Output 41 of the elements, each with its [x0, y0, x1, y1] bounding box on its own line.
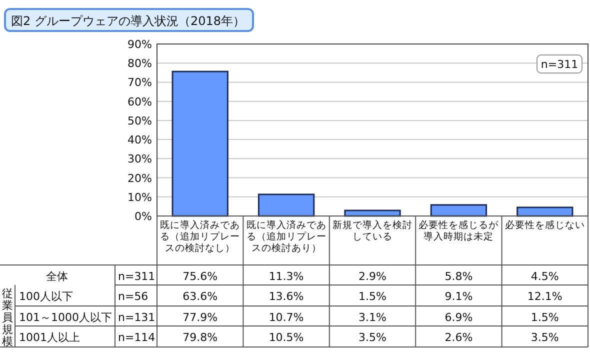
annotation: 101～1000人以下	[19, 311, 112, 324]
title: 図2 グループウェアの導入状況（2018年）	[11, 14, 245, 28]
annotation: 6.9%	[444, 311, 473, 324]
xtick: 既に導入済みである（追加リプレースの検討あり）	[246, 220, 326, 254]
annotation: 1.5%	[530, 311, 559, 324]
annotation: n=56	[118, 290, 148, 303]
annotation: 3.5%	[358, 331, 386, 344]
annotation: 12.1%	[527, 290, 562, 303]
annotation: 79.8%	[182, 331, 218, 344]
ytick: 20%	[128, 172, 152, 185]
annotation: 77.9%	[182, 311, 218, 324]
annotation: 13.6%	[268, 290, 304, 303]
ytick: 90%	[128, 38, 152, 51]
annotation: n=114	[118, 331, 156, 344]
ytick: 30%	[128, 152, 152, 166]
annotation: 2.6%	[444, 331, 473, 344]
ytick: 40%	[128, 134, 152, 147]
annotation: n=131	[118, 311, 156, 324]
annotation: 1001人以上	[19, 331, 80, 344]
xtick: 必要性を感じるが導入時期は未定	[418, 220, 499, 242]
ytick: 50%	[128, 114, 152, 128]
annotation: 10.7%	[268, 311, 304, 324]
annotation: 9.1%	[444, 290, 473, 303]
xtick: 既に導入済みである（追加リプレースの検討なし）	[160, 220, 240, 254]
annotation: n=311	[540, 58, 578, 71]
annotation: 3.5%	[530, 331, 559, 344]
annotation: 100人以下	[19, 290, 73, 303]
ytick: 10%	[128, 190, 152, 204]
xtick: 新規で導入を検討している	[332, 220, 412, 242]
ytick: 60%	[128, 95, 152, 108]
xtick: 必要性を感じない	[504, 220, 585, 231]
ytick: 70%	[128, 76, 152, 90]
legend: 全体	[46, 270, 68, 283]
annotation: n=311	[118, 270, 156, 283]
annotation: 63.6%	[182, 290, 218, 303]
annotation: 3.1%	[358, 311, 386, 324]
annotation: 1.5%	[358, 290, 386, 303]
ytick: 80%	[128, 57, 152, 70]
annotation: 10.5%	[268, 331, 304, 344]
annotation: 従業員規模	[2, 287, 13, 348]
ytick: 0%	[134, 210, 152, 223]
